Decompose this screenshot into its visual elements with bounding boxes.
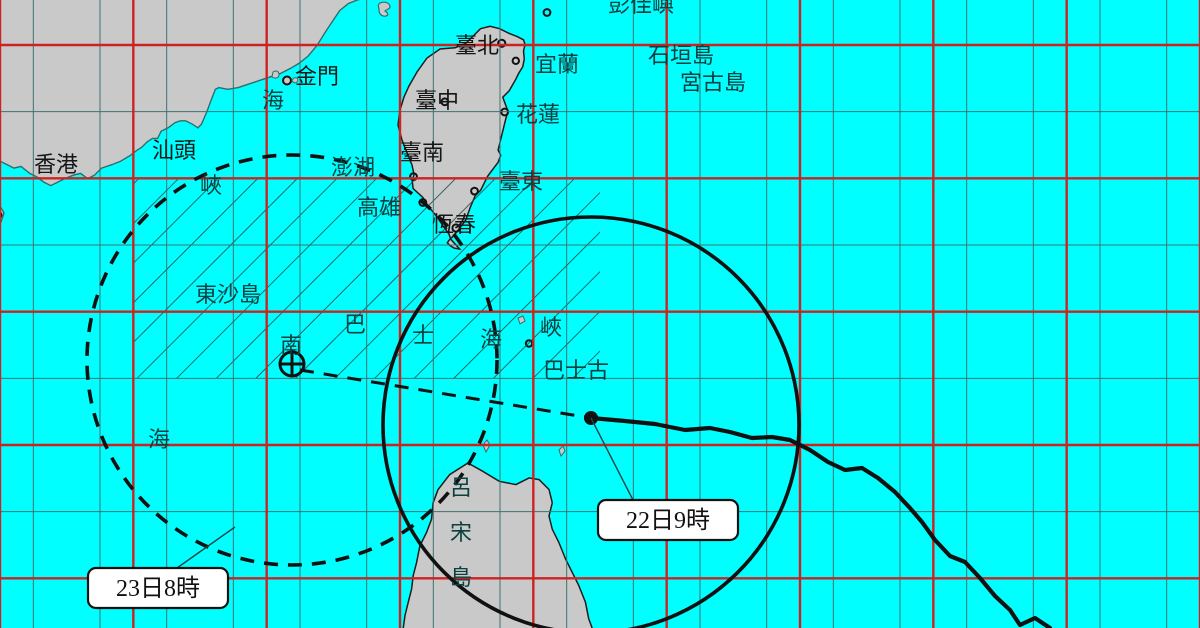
svg-text:海: 海 [262,88,284,113]
svg-text:恆春: 恆春 [432,212,476,237]
svg-text:島: 島 [450,565,472,590]
svg-text:海: 海 [148,427,170,452]
svg-text:呂: 呂 [450,475,472,500]
svg-text:巴士古: 巴士古 [543,358,609,383]
svg-text:士: 士 [412,323,434,348]
svg-text:香港: 香港 [34,152,78,177]
svg-text:南: 南 [280,333,302,358]
svg-text:花蓮: 花蓮 [516,102,560,127]
svg-text:宜蘭: 宜蘭 [535,52,579,77]
svg-text:汕頭: 汕頭 [152,138,196,163]
svg-text:金門: 金門 [295,64,339,89]
svg-text:東沙島: 東沙島 [195,282,261,307]
svg-text:海: 海 [480,327,502,352]
svg-text:臺中: 臺中 [415,88,459,113]
svg-text:臺北: 臺北 [455,33,499,58]
svg-text:高雄: 高雄 [357,195,401,220]
svg-text:石垣島: 石垣島 [648,43,714,68]
svg-text:22日9時: 22日9時 [626,507,710,534]
svg-text:峽: 峽 [200,173,222,198]
svg-text:巴: 巴 [344,312,366,337]
svg-text:峽: 峽 [540,315,562,340]
svg-text:澎湖: 澎湖 [331,155,375,180]
svg-text:宮古島: 宮古島 [680,70,746,95]
svg-text:宋: 宋 [450,520,472,545]
svg-text:23日8時: 23日8時 [116,575,200,602]
svg-text:臺東: 臺東 [499,169,543,194]
svg-text:彭佳嶼: 彭佳嶼 [608,0,674,17]
svg-text:臺南: 臺南 [400,140,444,165]
